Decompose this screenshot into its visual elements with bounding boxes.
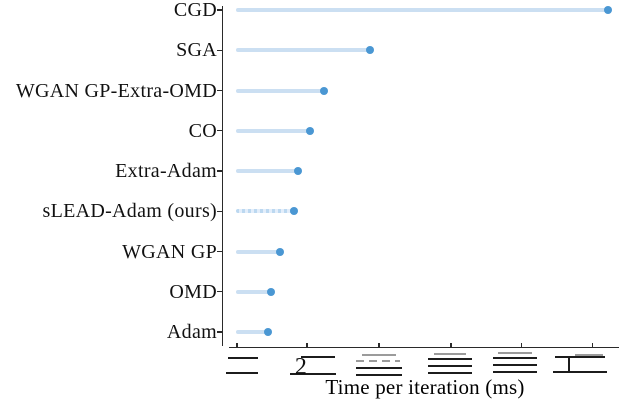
y-tick-mark xyxy=(217,250,223,253)
x-tick-label-garbled-mark xyxy=(356,360,400,362)
value-stem xyxy=(236,249,281,254)
y-tick-mark xyxy=(217,9,223,11)
x-tick-label-garbled-mark xyxy=(553,371,607,373)
x-tick-mark xyxy=(306,342,308,348)
y-tick-mark xyxy=(217,130,223,132)
y-tick-mark xyxy=(217,210,223,212)
y-tick-mark xyxy=(217,49,223,51)
value-dot xyxy=(290,207,299,216)
x-tick-label-garbled-mark xyxy=(428,358,472,360)
x-tick-label-garbled-mark xyxy=(356,367,402,369)
value-stem xyxy=(236,8,609,12)
x-tick-label-garbled-mark xyxy=(575,354,603,356)
x-tick-label-garbled-mark xyxy=(568,356,570,372)
category-label: Extra-Adam xyxy=(115,160,217,182)
category-label: OMD xyxy=(169,280,217,303)
x-tick-label-garbled-mark xyxy=(362,354,396,356)
category-label: SGA xyxy=(176,39,217,62)
x-tick-label-garbled-mark xyxy=(428,372,472,374)
category-label: sLEAD-Adam (ours) xyxy=(42,200,217,223)
x-tick-label-garbled-mark xyxy=(290,373,336,375)
value-dot xyxy=(305,126,314,135)
x-tick-label-garbled-mark xyxy=(493,357,537,359)
x-axis-title: Time per iteration (ms) xyxy=(325,375,525,399)
value-dot xyxy=(293,167,302,175)
x-tick-label-garbled-mark xyxy=(301,356,335,358)
x-tick-label-garbled-mark xyxy=(555,356,605,358)
x-tick-label-garbled-mark xyxy=(428,365,472,367)
category-label: Adam xyxy=(166,321,217,343)
category-label: CO xyxy=(188,119,217,142)
x-axis-spine xyxy=(229,347,619,349)
value-stem xyxy=(236,330,269,334)
x-tick-mark xyxy=(378,342,380,348)
category-label: WGAN GP xyxy=(122,240,217,263)
value-stem xyxy=(236,88,324,93)
x-tick-label-garbled-mark xyxy=(493,364,537,366)
y-tick-mark xyxy=(217,89,223,92)
x-tick-label-garbled-mark xyxy=(434,353,466,355)
value-stem xyxy=(236,289,271,294)
x-tick-label-garbled-mark xyxy=(228,357,258,359)
value-dot xyxy=(604,6,613,14)
x-tick-mark xyxy=(592,342,594,348)
value-dot xyxy=(319,86,328,95)
value-stem xyxy=(236,209,295,214)
value-dot xyxy=(266,287,275,296)
x-tick-mark xyxy=(521,342,523,348)
value-stem xyxy=(236,128,310,133)
value-stem xyxy=(236,169,298,173)
x-tick-mark xyxy=(450,342,452,348)
y-tick-mark xyxy=(217,170,223,172)
category-label: WGAN GP-Extra-OMD xyxy=(15,79,217,102)
x-tick-label-garbled-mark xyxy=(493,371,537,373)
y-tick-mark xyxy=(217,291,223,293)
value-dot xyxy=(276,247,285,256)
x-tick-label-digit: 2 xyxy=(294,354,307,380)
y-tick-mark xyxy=(217,331,223,333)
y-axis-spine xyxy=(222,6,224,346)
x-tick-label-garbled-mark xyxy=(356,374,402,376)
x-tick-label-garbled-mark xyxy=(498,352,532,354)
value-stem xyxy=(236,48,370,53)
x-tick-mark xyxy=(236,342,238,348)
category-label: CGD xyxy=(173,0,217,21)
x-tick-label-garbled-mark xyxy=(226,372,258,374)
value-dot xyxy=(264,328,273,336)
value-dot xyxy=(365,46,374,55)
